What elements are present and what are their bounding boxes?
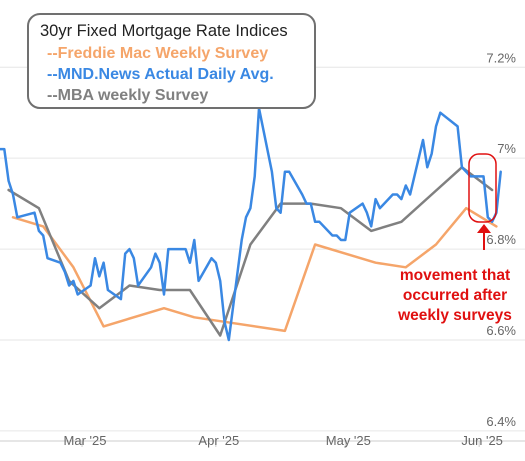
x-tick-label: Apr '25 bbox=[198, 433, 239, 448]
legend-entry-mnd-daily: --MND.News Actual Daily Avg. bbox=[47, 66, 274, 83]
axes: 6.4% 6.6% 6.8% 7% 7.2% Mar '25 Apr '25 May '25 J… bbox=[0, 50, 525, 448]
y-tick-label: 6.4% bbox=[486, 414, 516, 429]
y-tick-label: 7.2% bbox=[486, 50, 516, 65]
annotation: movement that occurred after weekly surv… bbox=[397, 153, 512, 324]
y-tick-label: 7% bbox=[497, 141, 516, 156]
y-tick-label: 6.8% bbox=[486, 232, 516, 247]
x-tick-label: Jun '25 bbox=[461, 433, 503, 448]
legend-title: 30yr Fixed Mortgage Rate Indices bbox=[40, 22, 288, 40]
annotation-line-1: movement that bbox=[400, 267, 510, 284]
legend-entry-mba-weekly: --MBA weekly Survey bbox=[47, 87, 208, 104]
legend-box bbox=[27, 13, 316, 109]
annotation-highlight-box bbox=[468, 153, 497, 223]
series-lines bbox=[0, 106, 502, 342]
x-tick-label: Mar '25 bbox=[64, 433, 107, 448]
annotation-line-2: occurred after bbox=[403, 287, 507, 304]
legend-entry-freddie-mac: --Freddie Mac Weekly Survey bbox=[47, 45, 268, 62]
annotation-arrowhead bbox=[477, 224, 491, 233]
legend: 30yr Fixed Mortgage Rate Indices --Fredd… bbox=[27, 13, 316, 109]
series-line-freddie-mac bbox=[11, 206, 498, 333]
series-line-mba-weekly bbox=[7, 166, 494, 337]
y-tick-label: 6.6% bbox=[486, 323, 516, 338]
series-line-mnd-daily bbox=[0, 106, 502, 342]
annotation-line-3: weekly surveys bbox=[397, 307, 512, 324]
x-tick-label: May '25 bbox=[326, 433, 371, 448]
